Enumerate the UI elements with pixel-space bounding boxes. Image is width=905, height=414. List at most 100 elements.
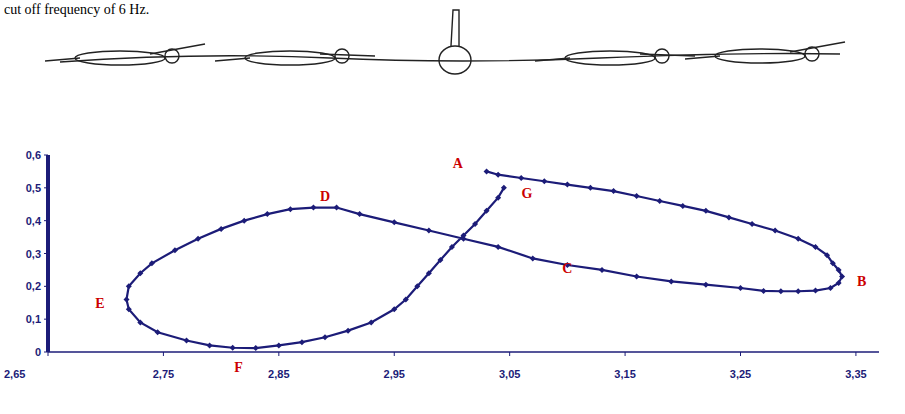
- marker: [541, 178, 547, 184]
- marker: [830, 260, 836, 266]
- marker: [836, 280, 842, 286]
- marker: [195, 236, 201, 242]
- x-tick: [48, 352, 49, 356]
- marker: [472, 221, 478, 227]
- x-tick-label: 3,25: [730, 368, 751, 380]
- marker: [738, 285, 744, 291]
- marker: [484, 208, 490, 214]
- marker: [368, 319, 374, 325]
- marker: [155, 329, 161, 335]
- marker: [749, 221, 755, 227]
- marker: [795, 288, 801, 294]
- marker: [391, 219, 397, 225]
- marker: [634, 193, 640, 199]
- swimmer-illustration: [45, 10, 845, 74]
- y-tick-label: 0,2: [26, 280, 41, 292]
- marker: [126, 283, 132, 289]
- x-tick: [740, 352, 741, 356]
- y-tick-label: 0,3: [26, 248, 41, 260]
- marker: [207, 342, 213, 348]
- swimmer-leg: [685, 56, 720, 59]
- marker: [518, 175, 524, 181]
- marker: [828, 285, 834, 291]
- marker: [484, 168, 490, 174]
- plot-area: [123, 168, 845, 351]
- marker: [264, 211, 270, 217]
- marker: [813, 244, 819, 250]
- chart: cut off frequency of 6 Hz.2,652,752,852,…: [0, 0, 905, 414]
- y-tick: [44, 187, 48, 188]
- y-tick-label: 0,4: [26, 215, 42, 227]
- swimmer: [215, 49, 375, 65]
- swimmer-head: [655, 49, 669, 63]
- y-tick: [44, 253, 48, 254]
- marker: [126, 306, 132, 312]
- marker: [241, 218, 247, 224]
- marker: [530, 255, 536, 261]
- point-label: E: [95, 296, 104, 311]
- subtitle: cut off frequency of 6 Hz.: [4, 2, 149, 17]
- x-axis: [48, 351, 879, 353]
- swimmer-arm: [150, 44, 205, 54]
- x-tick: [625, 352, 626, 356]
- swimmer-body: [439, 46, 471, 74]
- marker: [587, 185, 593, 191]
- marker: [726, 214, 732, 220]
- swimmer-leg: [535, 58, 570, 61]
- point-label: G: [522, 186, 533, 201]
- swimmer-leg: [215, 58, 250, 61]
- marker: [761, 288, 767, 294]
- marker: [414, 283, 420, 289]
- y-tick-label: 0: [35, 346, 41, 358]
- x-tick: [855, 352, 856, 356]
- swimmer-body: [565, 51, 655, 65]
- marker: [778, 288, 784, 294]
- x-tick: [163, 352, 164, 356]
- swimmer: [535, 49, 695, 65]
- swimmer: [439, 10, 471, 74]
- swimmer-arm: [640, 54, 695, 56]
- marker: [437, 257, 443, 263]
- marker: [426, 270, 432, 276]
- swimmer-body: [245, 51, 335, 65]
- marker: [253, 345, 259, 351]
- swimmer-arm: [320, 54, 375, 56]
- x-tick-label: 3,35: [845, 368, 866, 380]
- marker: [310, 205, 316, 211]
- marker: [449, 244, 455, 250]
- x-tick: [278, 352, 279, 356]
- swimmer: [685, 42, 845, 63]
- point-label: B: [857, 274, 866, 289]
- marker: [137, 270, 143, 276]
- marker: [795, 236, 801, 242]
- y-tick-label: 0,1: [26, 313, 41, 325]
- swimmer-arm: [451, 10, 459, 46]
- marker: [611, 188, 617, 194]
- marker: [276, 342, 282, 348]
- trajectory-line: [126, 171, 842, 348]
- marker: [299, 339, 305, 345]
- swimmer-leg: [45, 58, 80, 61]
- x-tick-label: 2,65: [4, 368, 25, 380]
- y-tick: [44, 155, 48, 156]
- marker: [287, 206, 293, 212]
- marker: [149, 260, 155, 266]
- swimmer-head: [335, 49, 349, 63]
- marker: [426, 228, 432, 234]
- swimmer: [45, 44, 205, 65]
- marker: [680, 203, 686, 209]
- point-label: F: [234, 360, 243, 375]
- y-tick: [44, 319, 48, 320]
- x-tick-label: 3,05: [499, 368, 520, 380]
- x-tick-label: 2,85: [268, 368, 289, 380]
- marker: [322, 334, 328, 340]
- x-tick-label: 2,95: [384, 368, 405, 380]
- marker: [137, 319, 143, 325]
- marker: [391, 306, 397, 312]
- marker: [703, 282, 709, 288]
- marker: [172, 247, 178, 253]
- point-label: D: [320, 189, 330, 204]
- marker: [564, 182, 570, 188]
- marker: [824, 252, 830, 258]
- marker: [403, 296, 409, 302]
